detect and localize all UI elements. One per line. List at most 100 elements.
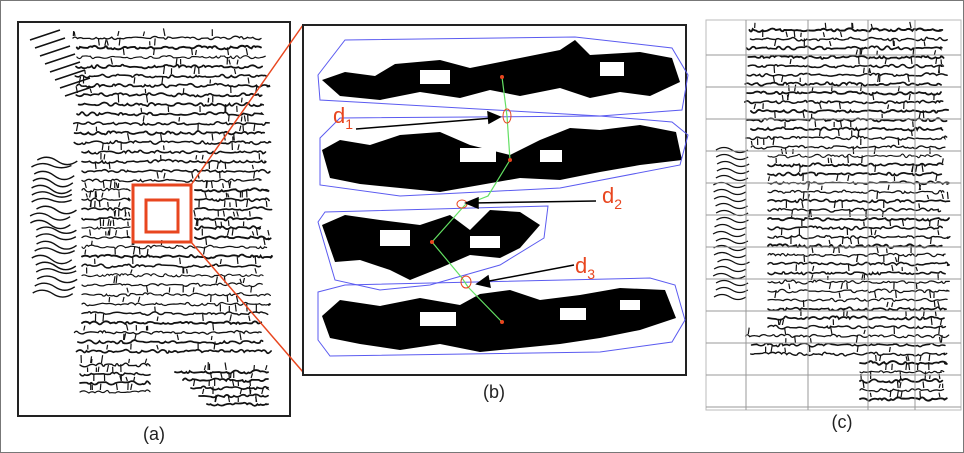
text-line xyxy=(205,180,208,189)
margin-note xyxy=(59,77,91,89)
text-blob xyxy=(322,125,682,192)
text-line xyxy=(75,123,79,132)
text-line xyxy=(793,30,796,38)
text-line xyxy=(251,164,254,170)
text-line xyxy=(79,371,151,377)
text-line xyxy=(837,129,840,137)
text-line xyxy=(767,176,771,182)
text-line xyxy=(879,354,882,362)
text-line xyxy=(905,362,908,371)
text-line xyxy=(81,187,131,193)
margin-note xyxy=(713,244,746,252)
text-line xyxy=(202,246,206,255)
text-line xyxy=(211,133,214,141)
text-line xyxy=(252,171,256,179)
text-line xyxy=(81,207,131,212)
text-line xyxy=(145,95,149,103)
text-line xyxy=(233,133,235,141)
text-line xyxy=(802,191,805,200)
text-line xyxy=(745,135,948,141)
text-line xyxy=(930,317,933,326)
text-line xyxy=(146,248,149,255)
text-line xyxy=(818,130,821,137)
text-line xyxy=(90,356,93,364)
blob-gap xyxy=(600,62,624,76)
margin-note xyxy=(29,29,61,41)
text-line xyxy=(901,218,905,227)
text-line xyxy=(254,268,257,274)
text-line xyxy=(923,41,926,47)
zoom-outer-box xyxy=(131,183,193,244)
text-line xyxy=(72,120,270,126)
text-line xyxy=(773,66,776,74)
text-line xyxy=(89,191,92,198)
text-line xyxy=(101,192,104,198)
text-line xyxy=(123,333,127,341)
text-line xyxy=(179,257,181,265)
text-line xyxy=(232,211,236,217)
blob-gap xyxy=(420,70,450,84)
text-line xyxy=(849,238,853,245)
text-line xyxy=(206,401,269,407)
text-line xyxy=(220,221,223,227)
text-line xyxy=(750,140,753,146)
text-line xyxy=(238,125,242,132)
centroid-point xyxy=(500,320,504,324)
text-line xyxy=(874,229,877,236)
text-line xyxy=(240,97,243,103)
text-line xyxy=(889,220,892,227)
text-line xyxy=(219,258,222,265)
text-line xyxy=(935,58,938,65)
margin-note xyxy=(715,174,749,182)
text-line xyxy=(767,279,950,285)
text-line xyxy=(255,396,258,403)
text-line xyxy=(73,139,272,146)
text-line xyxy=(749,36,948,42)
text-line xyxy=(192,287,195,293)
text-line xyxy=(919,355,922,362)
text-line xyxy=(134,334,137,341)
text-line xyxy=(98,199,101,208)
arrowhead xyxy=(475,274,491,288)
text-line xyxy=(922,311,925,317)
text-line xyxy=(106,364,110,373)
text-line xyxy=(81,158,267,165)
label-d1: d1 xyxy=(333,103,353,132)
text-line xyxy=(875,354,877,362)
text-line xyxy=(209,371,213,379)
text-line xyxy=(839,120,843,128)
text-line xyxy=(781,319,785,326)
text-line xyxy=(115,182,119,189)
zoom-line-bottom xyxy=(190,241,304,373)
text-line xyxy=(881,211,884,218)
text-line xyxy=(76,111,265,117)
text-line xyxy=(946,191,949,200)
arrows xyxy=(355,110,597,288)
text-line xyxy=(163,172,166,179)
text-line xyxy=(862,67,865,74)
text-line xyxy=(860,47,863,56)
text-line xyxy=(774,290,777,299)
text-line xyxy=(934,311,937,317)
text-line xyxy=(142,115,145,122)
text-line xyxy=(781,94,784,101)
text-line xyxy=(744,99,944,105)
text-line xyxy=(191,48,194,56)
text-line xyxy=(819,103,822,110)
text-line xyxy=(201,388,205,395)
text-line xyxy=(225,192,228,198)
text-line xyxy=(894,257,898,263)
text-line xyxy=(242,277,246,284)
text-line xyxy=(122,48,125,56)
text-line xyxy=(885,364,887,371)
text-line xyxy=(214,394,217,403)
text-line xyxy=(935,175,938,182)
text-line xyxy=(102,313,105,322)
margin-note xyxy=(713,251,747,259)
text-line xyxy=(929,236,932,245)
text-line xyxy=(231,228,234,236)
text-line xyxy=(822,32,826,38)
text-line xyxy=(104,39,107,46)
block-grid xyxy=(706,20,961,410)
arrowhead xyxy=(487,110,502,125)
